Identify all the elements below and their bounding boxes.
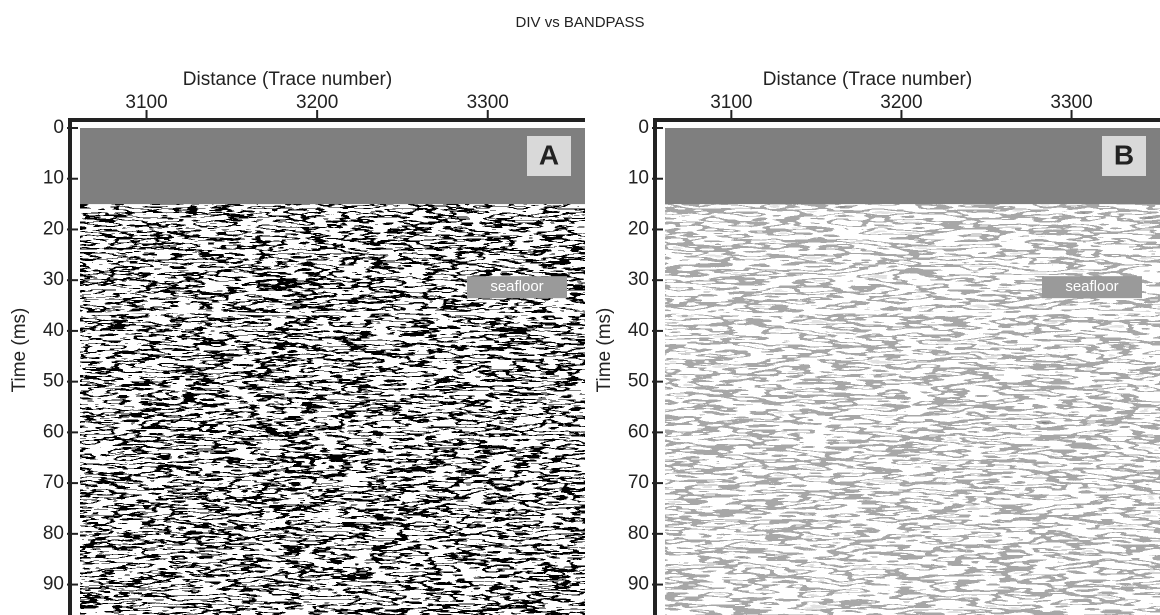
panel: seafloor A 3100 3200 3300 Distance (Trace num… bbox=[9, 69, 585, 615]
x-axis-label: Distance (Trace number) bbox=[183, 69, 392, 90]
seismic-section bbox=[665, 128, 1160, 615]
y-tick-label: 40 bbox=[628, 320, 649, 341]
y-tick-label: 10 bbox=[628, 168, 649, 189]
x-tick-label: 3300 bbox=[1050, 92, 1092, 113]
y-tick-label: 40 bbox=[43, 320, 64, 341]
x-tick-label: 3200 bbox=[880, 92, 922, 113]
y-tick-label: 0 bbox=[53, 117, 64, 138]
y-tick-label: 90 bbox=[628, 574, 649, 595]
annotation-box bbox=[467, 276, 567, 299]
panel-label-box bbox=[527, 136, 571, 176]
y-tick-label: 80 bbox=[43, 523, 64, 544]
y-tick-label: 70 bbox=[628, 472, 649, 493]
annotation-label: seafloor bbox=[1065, 278, 1118, 295]
y-tick-label: 90 bbox=[43, 574, 64, 595]
y-tick-label: 10 bbox=[43, 168, 64, 189]
x-tick-label: 3100 bbox=[125, 92, 167, 113]
y-tick-label: 60 bbox=[43, 421, 64, 442]
y-tick-label: 30 bbox=[43, 269, 64, 290]
mute-zone bbox=[80, 128, 585, 205]
y-tick-label: 80 bbox=[628, 523, 649, 544]
y-tick-label: 30 bbox=[628, 269, 649, 290]
y-tick-label: 60 bbox=[628, 421, 649, 442]
y-tick-label: 0 bbox=[638, 117, 649, 138]
seismic-section bbox=[80, 128, 585, 615]
x-tick-label: 3100 bbox=[710, 92, 752, 113]
y-tick-label: 20 bbox=[43, 218, 64, 239]
panel-label-box bbox=[1102, 136, 1146, 176]
y-tick-label: 50 bbox=[628, 371, 649, 392]
seafloor-line bbox=[79, 310, 581, 316]
y-tick-label: 70 bbox=[43, 472, 64, 493]
x-tick-label: 3300 bbox=[467, 92, 509, 113]
mute-zone bbox=[665, 128, 1160, 205]
y-axis-label: Time (ms) bbox=[9, 308, 30, 393]
seafloor-line bbox=[664, 310, 1156, 316]
panel-label: A bbox=[539, 139, 559, 170]
panel-label: B bbox=[1114, 139, 1134, 170]
y-axis-label: Time (ms) bbox=[594, 308, 615, 393]
y-tick-label: 50 bbox=[43, 371, 64, 392]
x-axis-label: Distance (Trace number) bbox=[763, 69, 972, 90]
annotation-box bbox=[1042, 276, 1142, 299]
annotation-label: seafloor bbox=[490, 278, 543, 295]
figure-title: DIV vs BANDPASS bbox=[516, 14, 645, 31]
panel: seafloor B 3100 3200 3300 Distance (Trace num… bbox=[594, 69, 1160, 615]
y-tick-label: 20 bbox=[628, 218, 649, 239]
x-tick-label: 3200 bbox=[296, 92, 338, 113]
